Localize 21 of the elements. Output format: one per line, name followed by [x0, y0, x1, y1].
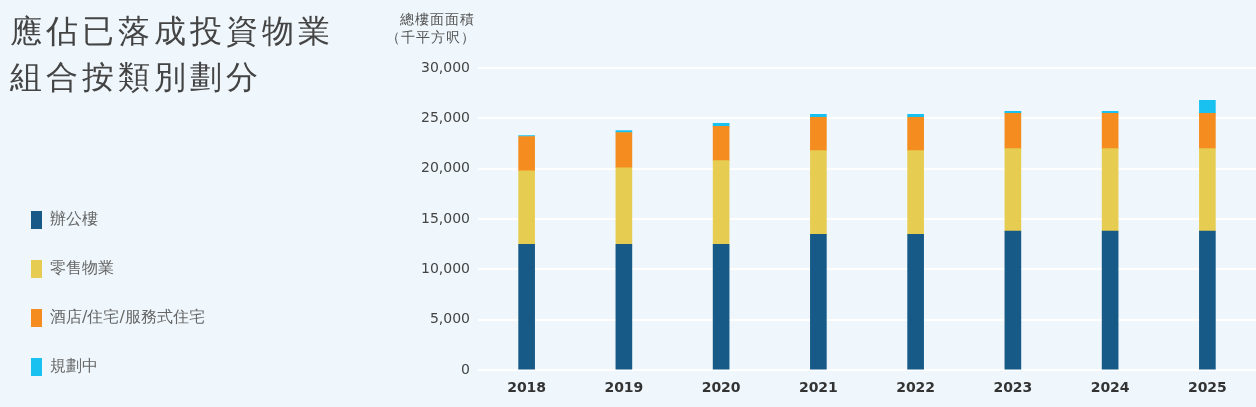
legend-label: 規劃中	[50, 356, 98, 376]
y-tick-label: 25,000	[421, 109, 470, 126]
x-tick-label: 2020	[701, 379, 741, 396]
x-tick-label: 2021	[798, 379, 838, 396]
y-tick-label: 15,000	[421, 209, 470, 226]
y-tick-label: 5,000	[429, 310, 470, 327]
legend-label: 酒店/住宅/服務式住宅	[50, 307, 205, 327]
legend-label: 辦公樓	[50, 209, 98, 229]
legend-label: 零售物業	[50, 258, 114, 278]
y-axis-title: 總樓面面積（千平方呎）	[386, 10, 477, 46]
x-tick-label: 2022	[896, 379, 936, 396]
y-tick-label: 10,000	[421, 260, 470, 277]
x-tick-label: 2023	[993, 379, 1033, 396]
x-tick-label: 2024	[1090, 379, 1130, 396]
x-tick-label: 2018	[507, 379, 547, 396]
text: 應佔已落成投資物業組合按類別劃分	[10, 11, 335, 98]
x-tick-label: 2025	[1187, 379, 1227, 396]
y-tick-label: 20,000	[421, 159, 470, 176]
y-tick-label: 0	[461, 360, 470, 377]
x-tick-label: 2019	[604, 379, 644, 396]
y-tick-label: 30,000	[421, 58, 470, 75]
